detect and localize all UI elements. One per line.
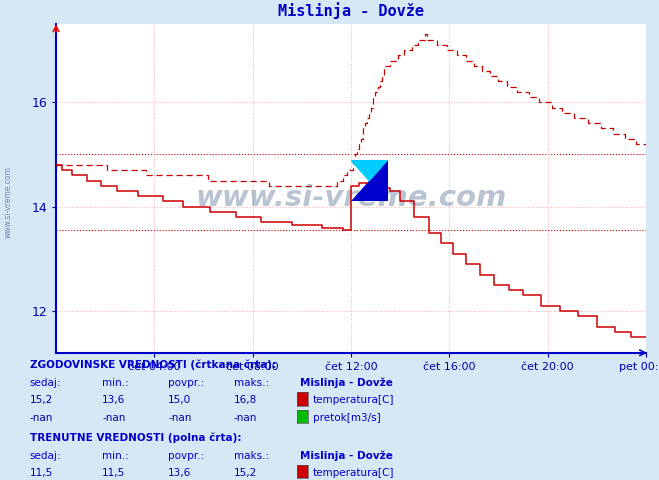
Text: 13,6: 13,6 <box>168 468 191 478</box>
Text: 15,2: 15,2 <box>234 468 257 478</box>
Text: pretok[m3/s]: pretok[m3/s] <box>313 413 381 422</box>
Text: min.:: min.: <box>102 451 129 461</box>
Text: -nan: -nan <box>30 413 53 422</box>
Text: ZGODOVINSKE VREDNOSTI (črtkana črta):: ZGODOVINSKE VREDNOSTI (črtkana črta): <box>30 360 275 370</box>
Text: www.si-vreme.com: www.si-vreme.com <box>195 184 507 212</box>
Text: TRENUTNE VREDNOSTI (polna črta):: TRENUTNE VREDNOSTI (polna črta): <box>30 432 241 443</box>
Text: -nan: -nan <box>102 413 125 422</box>
Polygon shape <box>351 160 387 180</box>
Text: maks.:: maks.: <box>234 451 269 461</box>
Text: -nan: -nan <box>234 413 257 422</box>
Text: povpr.:: povpr.: <box>168 451 204 461</box>
Text: Mislinja - Dovže: Mislinja - Dovže <box>300 378 393 388</box>
Text: 15,0: 15,0 <box>168 396 191 406</box>
Text: Mislinja - Dovže: Mislinja - Dovže <box>300 450 393 461</box>
Text: min.:: min.: <box>102 378 129 388</box>
Text: 15,2: 15,2 <box>30 396 53 406</box>
Text: temperatura[C]: temperatura[C] <box>313 468 395 478</box>
Polygon shape <box>351 160 387 202</box>
Title: Mislinja - Dovže: Mislinja - Dovže <box>278 2 424 19</box>
Text: temperatura[C]: temperatura[C] <box>313 396 395 406</box>
Text: sedaj:: sedaj: <box>30 378 61 388</box>
Text: maks.:: maks.: <box>234 378 269 388</box>
Text: sedaj:: sedaj: <box>30 451 61 461</box>
Text: povpr.:: povpr.: <box>168 378 204 388</box>
Text: -nan: -nan <box>168 413 191 422</box>
Polygon shape <box>351 160 387 202</box>
Text: 13,6: 13,6 <box>102 396 125 406</box>
Text: 11,5: 11,5 <box>30 468 53 478</box>
Text: www.si-vreme.com: www.si-vreme.com <box>3 166 13 238</box>
Text: 16,8: 16,8 <box>234 396 257 406</box>
Text: 11,5: 11,5 <box>102 468 125 478</box>
